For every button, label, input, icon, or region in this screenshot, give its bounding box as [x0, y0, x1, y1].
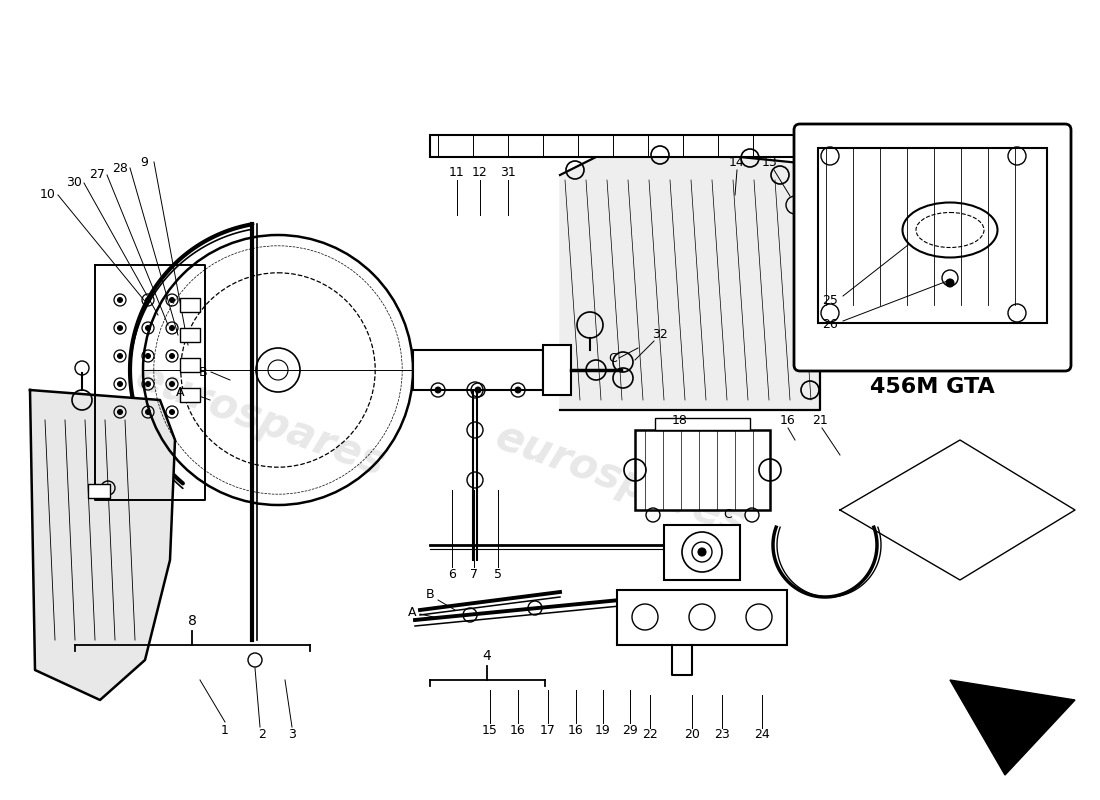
Bar [543, 345, 571, 395]
Text: 8: 8 [188, 614, 197, 628]
Text: 22: 22 [642, 729, 658, 742]
Bar [654, 418, 750, 430]
Text: 10: 10 [40, 189, 56, 202]
Text: 16: 16 [780, 414, 796, 426]
Text: 19: 19 [595, 723, 610, 737]
Circle shape [118, 298, 122, 302]
Text: 456M GTA: 456M GTA [870, 377, 994, 397]
Circle shape [118, 326, 122, 330]
Bar [430, 135, 800, 157]
Circle shape [145, 354, 151, 358]
Text: 5: 5 [494, 569, 502, 582]
Circle shape [145, 298, 151, 302]
Circle shape [434, 387, 441, 393]
Text: 17: 17 [540, 723, 556, 737]
Polygon shape [30, 390, 175, 700]
Circle shape [946, 279, 954, 287]
Text: B: B [199, 366, 207, 378]
FancyBboxPatch shape [794, 124, 1071, 371]
Bar [180, 388, 200, 402]
Text: A: A [408, 606, 416, 618]
Text: 25: 25 [822, 294, 838, 306]
Text: 15: 15 [482, 723, 498, 737]
Text: 24: 24 [755, 729, 770, 742]
Text: C: C [724, 509, 733, 522]
Circle shape [145, 410, 151, 414]
Circle shape [145, 382, 151, 386]
Circle shape [169, 298, 175, 302]
Text: 7: 7 [470, 569, 478, 582]
Text: 12: 12 [472, 166, 488, 178]
Text: 14: 14 [729, 155, 745, 169]
Text: 27: 27 [89, 169, 104, 182]
Text: 31: 31 [500, 166, 516, 178]
Text: 30: 30 [66, 177, 81, 190]
Text: 4: 4 [483, 649, 492, 663]
Text: 20: 20 [684, 729, 700, 742]
Text: eurospares: eurospares [490, 415, 751, 545]
Text: 29: 29 [623, 723, 638, 737]
Text: 2: 2 [258, 729, 266, 742]
Bar [88, 484, 110, 498]
Circle shape [475, 387, 481, 393]
Circle shape [145, 326, 151, 330]
Circle shape [698, 548, 706, 556]
Polygon shape [950, 680, 1075, 775]
Text: 32: 32 [652, 329, 668, 342]
Text: 11: 11 [449, 166, 465, 178]
Text: 9: 9 [140, 155, 147, 169]
Bar [180, 328, 200, 342]
Text: 13: 13 [762, 155, 778, 169]
Circle shape [118, 354, 122, 358]
Text: B: B [426, 589, 434, 602]
Bar [412, 350, 543, 390]
Text: 26: 26 [822, 318, 838, 331]
Bar [818, 148, 1047, 323]
Text: 1: 1 [221, 723, 229, 737]
Bar [635, 430, 770, 510]
Polygon shape [560, 145, 820, 410]
Circle shape [515, 387, 521, 393]
Text: 23: 23 [714, 729, 730, 742]
Text: 21: 21 [812, 414, 828, 426]
Bar [180, 298, 200, 312]
Bar [617, 590, 786, 645]
Circle shape [118, 382, 122, 386]
Text: 3: 3 [288, 729, 296, 742]
Text: C: C [608, 351, 617, 365]
Text: 6: 6 [448, 569, 455, 582]
Circle shape [169, 354, 175, 358]
Circle shape [169, 382, 175, 386]
Bar [180, 358, 200, 372]
Circle shape [169, 326, 175, 330]
Text: 18: 18 [672, 414, 688, 426]
Circle shape [169, 410, 175, 414]
Text: 16: 16 [568, 723, 584, 737]
Text: 28: 28 [112, 162, 128, 174]
Text: 16: 16 [510, 723, 526, 737]
Bar [664, 525, 740, 580]
Circle shape [118, 410, 122, 414]
Text: eurospares: eurospares [129, 355, 390, 485]
Text: A: A [176, 386, 185, 398]
